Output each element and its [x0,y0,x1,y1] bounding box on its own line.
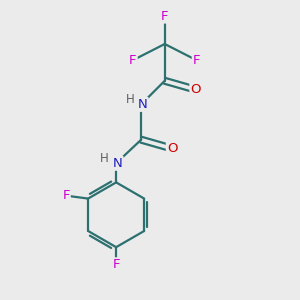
Text: H: H [126,93,134,106]
Text: N: N [138,98,148,111]
Text: O: O [190,83,201,96]
Text: F: F [193,54,200,67]
Text: N: N [113,157,122,170]
Text: F: F [112,258,120,271]
Text: F: F [62,189,70,202]
Text: O: O [167,142,177,155]
Text: H: H [99,152,108,165]
Text: F: F [161,10,169,22]
Text: F: F [129,54,137,67]
